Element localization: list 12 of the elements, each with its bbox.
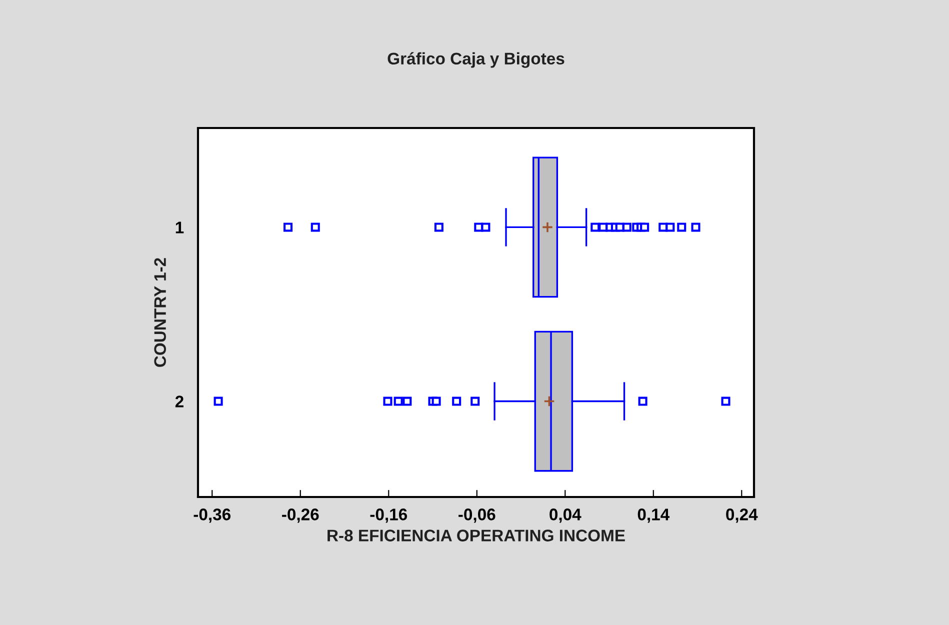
x-tick-label: -0,36 [194,508,231,523]
y-axis-title: COUNTRY 1-2 [154,258,166,367]
x-tick-label: 0,14 [638,508,670,523]
x-tick-label: 0,24 [726,508,758,523]
x-tick-label: 0,04 [550,508,582,523]
y-tick-label: 2 [175,396,184,408]
x-tick-label: -0,16 [370,508,408,523]
y-tick-label: 1 [176,222,184,234]
x-tick-label: -0,06 [458,508,496,523]
chart-title: Gráfico Caja y Bigotes [388,52,564,68]
x-axis-title: R-8 EFICIENCIA OPERATING INCOME [328,530,625,542]
x-tick-label: -0,26 [282,508,319,523]
